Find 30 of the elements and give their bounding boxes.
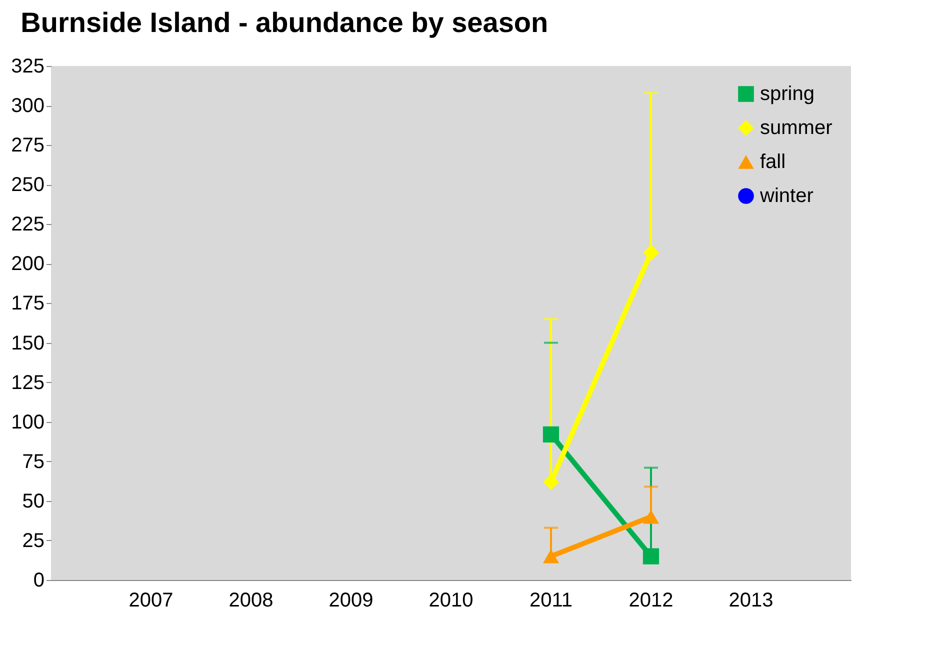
y-tick-label: 0 <box>33 570 44 592</box>
legend-label: spring <box>760 83 814 105</box>
point <box>542 474 560 490</box>
y-tick-label: 225 <box>11 214 44 236</box>
y-tick-label: 75 <box>22 450 44 473</box>
y-tick-label: 325 <box>11 56 44 78</box>
x-tick-label: 2012 <box>628 590 674 612</box>
point <box>642 244 660 261</box>
y-tick-label: 250 <box>11 174 44 196</box>
y-tick-label: 25 <box>22 530 44 552</box>
x-tick-label: 2010 <box>428 590 474 612</box>
y-tick-label: 125 <box>11 372 44 394</box>
x-tick-label: 2013 <box>728 590 774 612</box>
y-tick-label: 275 <box>11 134 44 157</box>
y-tick-label: 50 <box>22 490 44 512</box>
y-tick-label: 100 <box>11 411 44 434</box>
x-tick-label: 2009 <box>328 590 374 612</box>
y-tick-label: 300 <box>11 95 44 118</box>
legend-label: winter <box>759 185 814 207</box>
x-tick-label: 2007 <box>128 590 174 612</box>
point <box>542 426 560 443</box>
x-tick-label: 2011 <box>529 590 573 612</box>
legend-label: fall <box>760 151 786 173</box>
point <box>642 548 660 564</box>
y-tick-label: 150 <box>11 332 44 354</box>
legend-label: summer <box>760 117 833 139</box>
y-tick-label: 200 <box>11 253 44 276</box>
x-tick-label: 2008 <box>228 590 274 612</box>
y-tick-label: 175 <box>11 292 44 315</box>
chart-title: Burnside Island - abundance by season <box>20 7 548 38</box>
